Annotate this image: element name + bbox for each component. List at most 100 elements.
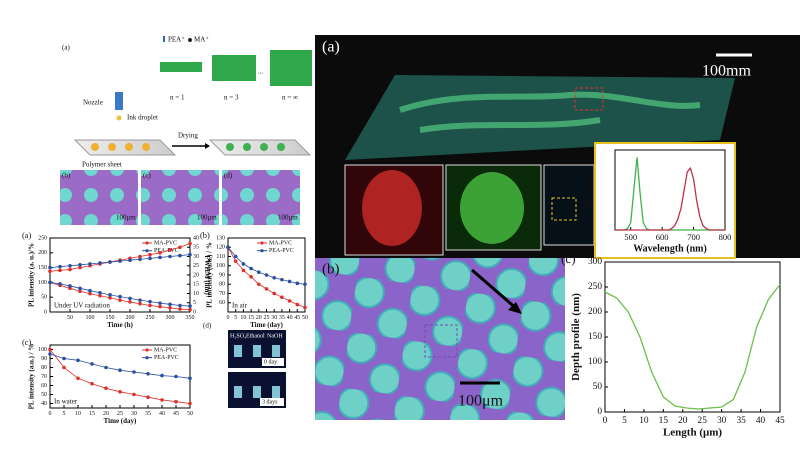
x-axis-label: Wavelength (nm): [633, 243, 707, 254]
droplet: [116, 115, 122, 121]
y-axis-label: PL (a.u.): [583, 172, 594, 209]
y2-tick-label: 10: [193, 291, 199, 297]
point: [168, 306, 172, 310]
point: [178, 307, 182, 311]
point: [249, 275, 253, 279]
solvent: Ethanol: [246, 333, 265, 339]
point: [98, 290, 102, 295]
point: [118, 259, 122, 263]
annotation: In air: [232, 301, 248, 309]
ma-icon: [188, 38, 192, 42]
point: [168, 254, 172, 259]
y2-tick-label: 40: [193, 235, 199, 241]
y-tick-label: 60: [41, 383, 47, 389]
x-tick-label: 30: [717, 416, 727, 426]
point: [257, 282, 261, 287]
x-tick-label: 15: [248, 315, 254, 321]
point: [90, 381, 94, 386]
y2-tick-label: 35: [193, 245, 199, 251]
series-line: [604, 284, 781, 410]
point: [76, 358, 80, 363]
x-tick-label: 5: [622, 416, 627, 426]
annotation: In water: [54, 397, 78, 405]
nozzle-label: Nozzle: [83, 99, 103, 107]
point: [48, 269, 52, 274]
point: [118, 390, 122, 394]
x-tick-label: 30: [271, 315, 277, 321]
y-tick-label: 90: [41, 356, 47, 362]
point: [233, 259, 238, 263]
scale-label: 100mm: [702, 63, 751, 80]
legend-label: PEA-PVC: [154, 355, 179, 361]
micrograph: [222, 170, 300, 225]
point: [280, 295, 284, 300]
point: [132, 392, 136, 397]
x-tick-label: 35: [736, 416, 746, 426]
x-tick-label: 15: [659, 416, 669, 426]
point: [88, 262, 92, 266]
point: [158, 255, 162, 260]
drying-label: Drying: [178, 132, 198, 140]
point: [160, 373, 164, 378]
y-tick-label: 50: [593, 382, 603, 392]
x-tick-label: 45: [173, 411, 179, 417]
panel-label: (b): [322, 261, 340, 277]
y-tick-label: 0: [597, 407, 602, 417]
x-axis-label: Length (μm): [663, 426, 722, 438]
point: [174, 399, 178, 404]
x-tick-label: 10: [639, 416, 649, 426]
y2-tick-label: 0: [193, 309, 196, 315]
point: [48, 352, 52, 356]
y-axis-label: PL intensity (a. u.)/%: [27, 243, 35, 307]
solvent: H₂SO₄: [230, 333, 246, 339]
legend-marker: [260, 249, 264, 253]
x-tick-label: 250: [146, 315, 155, 321]
point: [188, 376, 192, 381]
panel-label: (c): [22, 338, 32, 347]
scale-label: 100μm: [458, 393, 504, 410]
x-tick-label: 25: [264, 315, 270, 321]
point: [188, 304, 192, 308]
x-axis-label: Time (day): [104, 417, 137, 425]
legend-label: MA-PVC: [154, 347, 177, 353]
x-axis-label: Time (h): [107, 321, 133, 329]
point: [138, 254, 142, 259]
point: [104, 386, 108, 391]
x-axis-label: Time (day): [250, 321, 283, 329]
panel-label: (a): [322, 39, 340, 56]
x-tick-label: 800: [719, 232, 732, 242]
point: [272, 275, 277, 280]
scale-label: 100μm: [116, 214, 136, 222]
point: [58, 282, 62, 286]
y2-tick-label: 5: [193, 300, 196, 306]
point: [303, 305, 307, 310]
point: [98, 261, 102, 265]
point: [68, 263, 72, 268]
x-tick-label: 35: [279, 315, 285, 321]
point: [68, 267, 72, 272]
y-tick-label: 200: [588, 307, 602, 317]
y-tick-label: 60: [219, 300, 225, 306]
y2-tick-label: 15: [193, 282, 199, 288]
micrograph: [315, 258, 565, 420]
point: [62, 356, 66, 361]
point: [241, 268, 246, 273]
panel-label: (b): [62, 172, 71, 180]
x-tick-label: 700: [687, 232, 700, 242]
point: [188, 252, 192, 257]
point: [158, 251, 162, 255]
point: [78, 263, 82, 267]
panel-label: (a): [22, 231, 32, 240]
solvent: NaOH: [267, 333, 283, 339]
point: [233, 254, 238, 259]
point: [280, 277, 284, 282]
y-axis-label: PL intensity (a.u.) / %: [205, 242, 213, 308]
point: [76, 376, 80, 381]
point: [68, 284, 72, 288]
point: [168, 302, 172, 307]
x-tick-label: 500: [624, 232, 637, 242]
x-tick-label: 5: [234, 315, 237, 321]
y2-tick-label: 20: [193, 272, 199, 278]
x-tick-label: 40: [159, 411, 165, 417]
